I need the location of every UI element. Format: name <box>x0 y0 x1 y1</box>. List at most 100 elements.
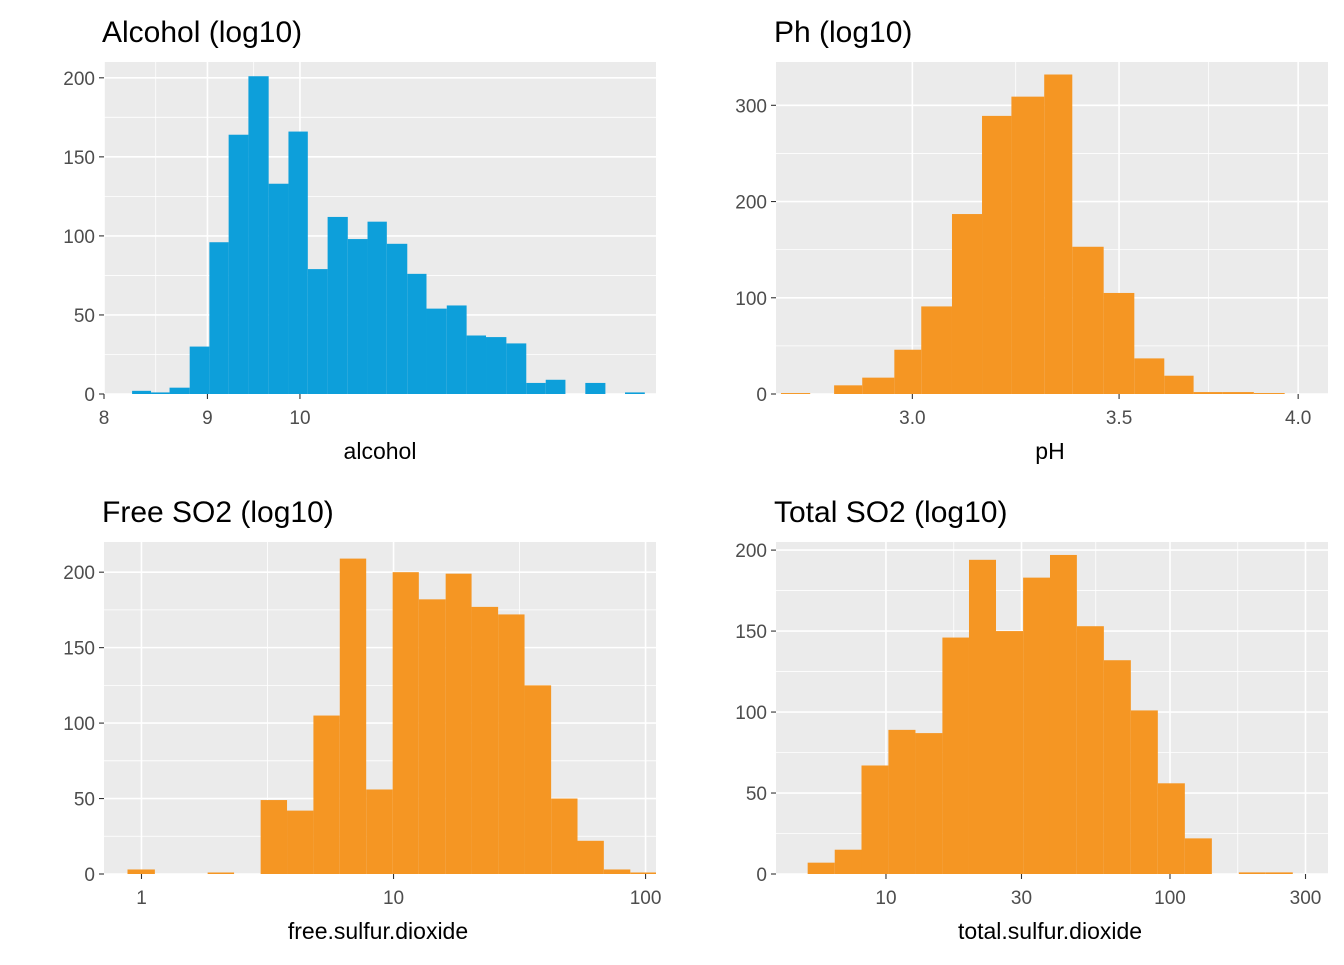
y-axis: 0 100 200 300 <box>735 96 776 406</box>
histogram-bar <box>807 862 835 874</box>
panel-free-so2: Free SO2 (log10) 0 50 100 150 200 1 10 100 fre… <box>63 496 661 944</box>
histogram-bar <box>524 685 552 874</box>
x-tick-label: 300 <box>1290 888 1322 909</box>
histogram-bar <box>151 392 170 394</box>
histogram-bar <box>1157 783 1185 874</box>
y-tick-label: 0 <box>756 865 767 886</box>
x-axis-label: pH <box>1035 438 1064 464</box>
y-tick-label: 0 <box>84 865 95 886</box>
x-axis-label: alcohol <box>344 438 417 464</box>
y-tick-label: 150 <box>63 148 95 169</box>
x-tick-label: 3.0 <box>899 408 925 429</box>
x-tick-label: 3.5 <box>1106 408 1132 429</box>
histogram-bar <box>339 558 367 874</box>
histogram-bar <box>1184 838 1212 874</box>
histogram-bar <box>127 869 155 874</box>
x-tick-label: 10 <box>383 888 404 909</box>
y-tick-label: 100 <box>735 703 767 724</box>
histogram-bar <box>834 385 863 394</box>
histogram-bar <box>951 214 983 394</box>
y-tick-label: 0 <box>756 385 767 406</box>
histogram-bar <box>1049 554 1077 874</box>
y-axis: 0 50 100 150 200 <box>63 563 104 886</box>
histogram-bar <box>169 387 190 394</box>
histogram-bar <box>1072 246 1104 394</box>
histogram-bar <box>268 183 289 394</box>
histogram-bar <box>545 379 566 394</box>
y-tick-label: 100 <box>735 289 767 310</box>
histogram-bar <box>498 614 525 874</box>
histogram-bars <box>807 554 1293 874</box>
x-tick-label: 1 <box>136 888 147 909</box>
y-tick-label: 50 <box>74 790 95 811</box>
histogram-bar <box>248 76 269 394</box>
y-tick-label: 200 <box>735 541 767 562</box>
y-tick-label: 150 <box>63 639 95 660</box>
histogram-bar <box>526 382 546 394</box>
y-tick-label: 200 <box>63 563 95 584</box>
histogram-bar <box>982 115 1012 394</box>
y-axis: 0 50 100 150 200 <box>735 541 776 886</box>
histogram-bar <box>942 637 969 874</box>
histogram-bar <box>1103 660 1131 874</box>
y-tick-label: 50 <box>746 784 767 805</box>
x-tick-label: 10 <box>289 408 310 429</box>
histogram-bar <box>367 221 387 394</box>
y-tick-label: 200 <box>63 69 95 90</box>
histogram-bars <box>127 558 656 874</box>
histogram-bar <box>1265 872 1293 874</box>
histogram-bar <box>1222 392 1254 394</box>
panel-title: Free SO2 (log10) <box>102 496 334 529</box>
histogram-bar <box>996 631 1024 874</box>
x-tick-label: 10 <box>875 888 896 909</box>
histogram-bar <box>888 729 916 874</box>
y-tick-label: 0 <box>84 385 95 406</box>
histogram-bar <box>407 273 427 394</box>
x-axis: 3.0 3.5 4.0 <box>899 394 1311 429</box>
x-tick-label: 4.0 <box>1285 408 1311 429</box>
histogram-bar <box>915 733 943 874</box>
x-axis: 10 30 100 300 <box>875 874 1321 909</box>
histogram-bar <box>894 349 922 394</box>
histogram-bar <box>228 134 249 394</box>
histogram-bar <box>630 872 656 874</box>
histogram-bar <box>862 377 895 394</box>
histogram-bar <box>1253 393 1285 394</box>
histogram-bars <box>132 76 645 395</box>
histogram-bars <box>780 74 1285 395</box>
histogram-bar <box>471 606 499 874</box>
histogram-bar <box>551 798 578 874</box>
histogram-bar <box>366 789 393 874</box>
x-axis-label: total.sulfur.dioxide <box>958 918 1142 944</box>
histogram-bar <box>834 849 862 874</box>
histogram-bar <box>392 572 419 874</box>
histogram-bar <box>386 243 408 394</box>
histogram-bar <box>968 559 997 874</box>
histogram-bar <box>603 869 631 874</box>
panel-title: Alcohol (log10) <box>102 16 302 49</box>
panel-title: Ph (log10) <box>774 16 912 49</box>
histogram-bar <box>486 337 507 394</box>
histogram-bar <box>189 346 210 394</box>
histogram-bar <box>446 305 467 394</box>
panel-ph: Ph (log10) 0 100 200 300 3.0 3.5 4.0 pH <box>735 16 1328 464</box>
histogram-bar <box>1238 872 1266 874</box>
histogram-bar <box>1044 74 1073 395</box>
histogram-bar <box>132 390 152 394</box>
histogram-bar <box>506 343 527 394</box>
x-tick-label: 100 <box>1154 888 1186 909</box>
histogram-bar <box>466 335 487 394</box>
histogram-bar <box>288 131 308 395</box>
histogram-bar <box>209 242 229 394</box>
y-tick-label: 50 <box>74 306 95 327</box>
histogram-bar <box>307 269 328 394</box>
panel-total-so2: Total SO2 (log10) 0 50 100 150 200 10 30 100 30… <box>735 496 1328 944</box>
y-tick-label: 300 <box>735 96 767 117</box>
x-tick-label: 8 <box>99 408 110 429</box>
x-axis: 8 9 10 <box>99 394 311 429</box>
histogram-bar <box>921 306 952 394</box>
histogram-bar <box>1076 626 1104 874</box>
histogram-bar <box>1103 292 1135 394</box>
x-axis: 1 10 100 <box>136 874 661 909</box>
